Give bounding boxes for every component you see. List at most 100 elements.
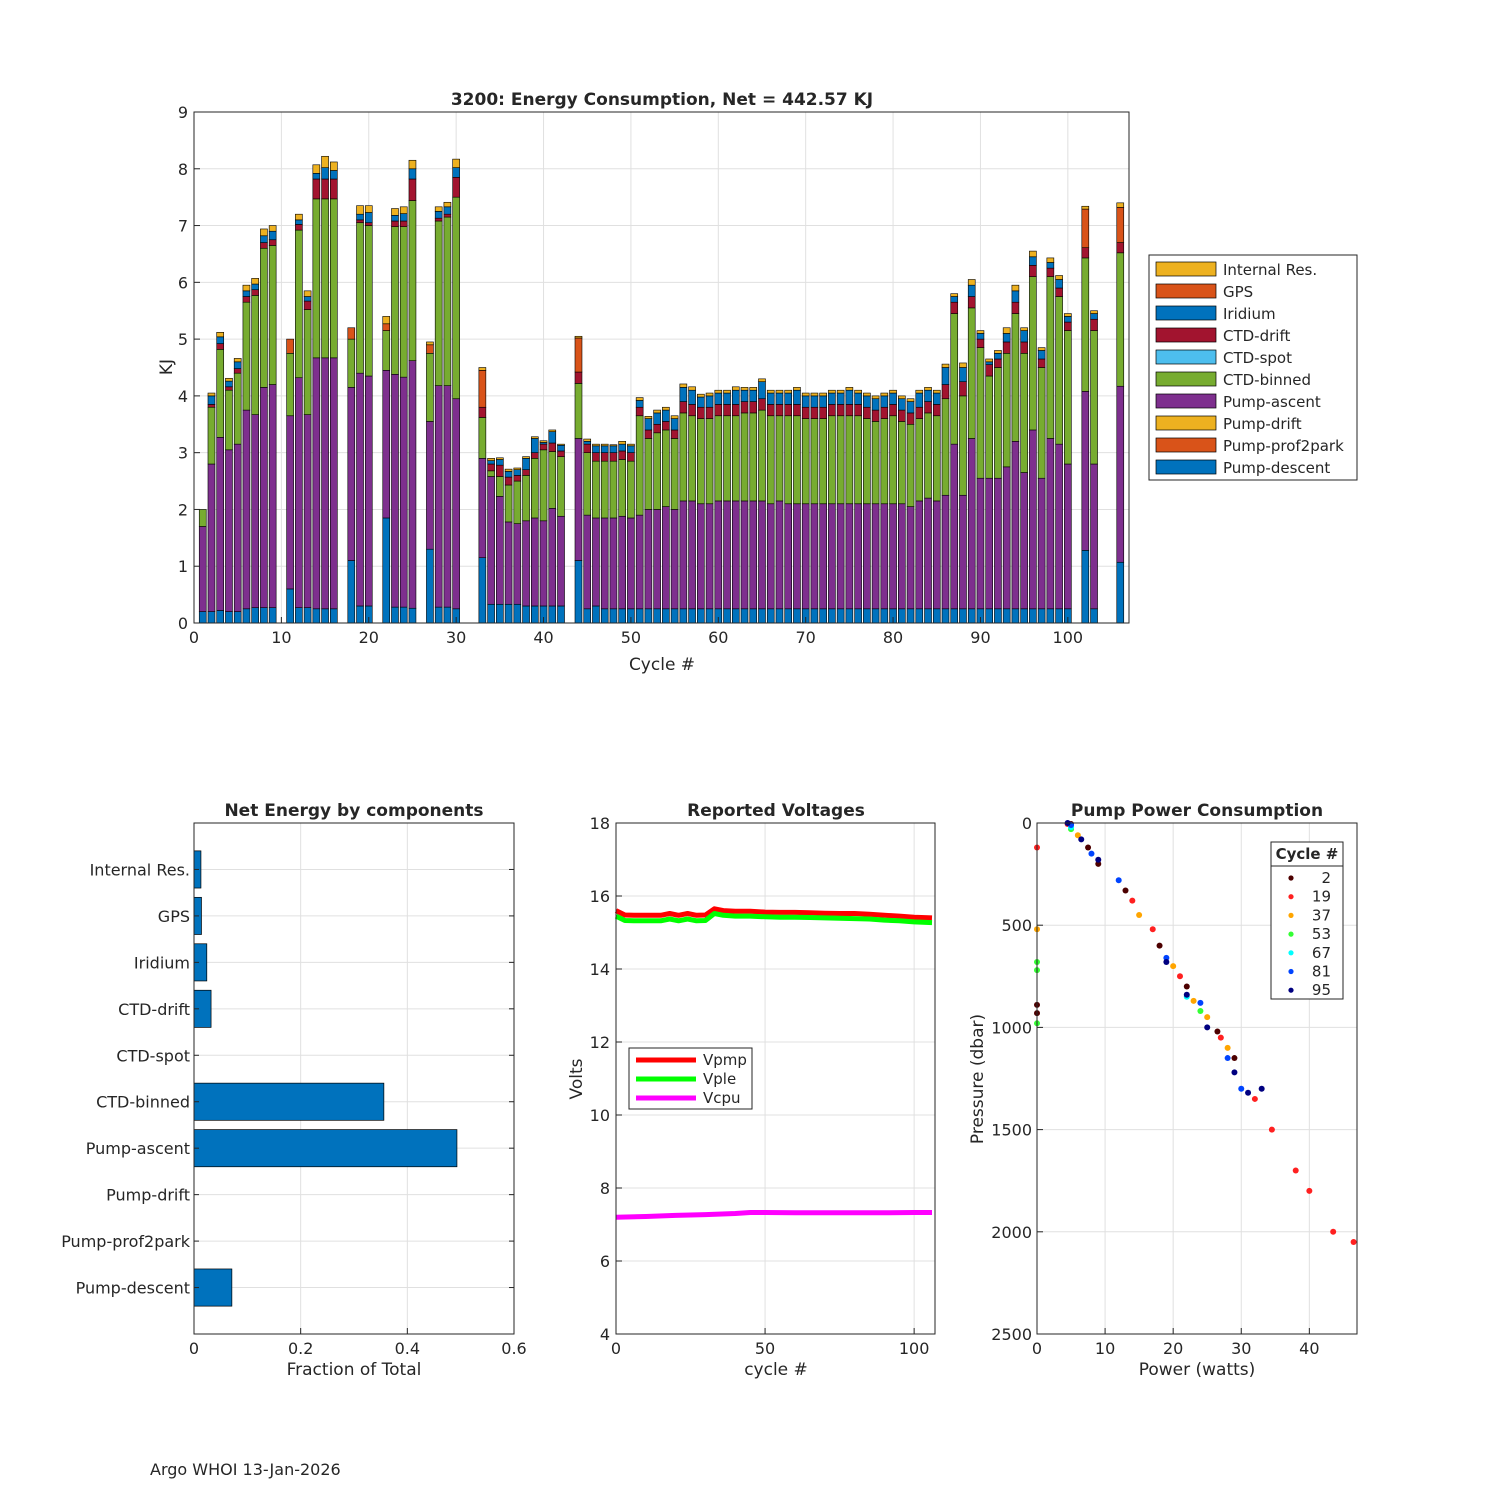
- bar-segment-ctd-binned: [364, 225, 373, 377]
- barh-axes-box: [193, 822, 515, 1335]
- bar-segment-ctd-drift: [845, 404, 854, 417]
- bar-segment-internal-res-: [1011, 284, 1020, 292]
- pump-point-cycle-95: [1163, 958, 1170, 965]
- legend-label: GPS: [1223, 283, 1253, 301]
- bar-segment-pump-ascent: [679, 500, 688, 610]
- bar-segment-pump-descent: [618, 608, 626, 624]
- bar-segment-ctd-binned: [618, 459, 626, 517]
- bar-segment-internal-res-: [950, 293, 959, 297]
- bar-segment-ctd-drift: [1011, 301, 1020, 314]
- bar-segment-pump-ascent: [1081, 391, 1090, 551]
- bar-segment-ctd-binned: [513, 480, 522, 524]
- bar-segment-pump-ascent: [251, 414, 259, 608]
- legend-label: Pump-ascent: [1223, 393, 1321, 411]
- bar-segment-ctd-drift: [356, 219, 364, 224]
- bar-segment-pump-descent: [967, 608, 976, 624]
- bar-segment-ctd-drift: [714, 404, 723, 417]
- bar-segment-ctd-drift: [749, 401, 758, 414]
- bar-segment-internal-res-: [303, 290, 312, 297]
- bar-segment-pump-ascent: [592, 517, 600, 607]
- pump-legend-marker: [1288, 950, 1294, 956]
- bar-segment-internal-res-: [548, 429, 557, 432]
- pump-point-cycle-81: [1224, 1055, 1231, 1062]
- bar-segment-pump-ascent: [932, 500, 941, 610]
- bar-segment-pump-ascent: [618, 515, 626, 610]
- bar-segment-ctd-binned: [836, 415, 845, 505]
- main-axes-box: [193, 111, 1130, 624]
- bar-segment-internal-res-: [819, 392, 827, 397]
- bar-segment-ctd-binned: [522, 475, 530, 522]
- bar-segment-ctd-binned: [784, 415, 793, 505]
- pump-point-cycle-81: [1238, 1085, 1245, 1092]
- bar-segment-ctd-drift: [321, 178, 329, 200]
- bar-segment-ctd-drift: [976, 338, 985, 348]
- bar-segment-pump-descent: [303, 607, 312, 624]
- bar-segment-iridium: [994, 353, 1002, 360]
- bar-segment-ctd-binned: [994, 367, 1002, 479]
- bar-segment-ctd-drift: [1020, 341, 1028, 354]
- pump-ytick-label: 500: [1001, 916, 1032, 935]
- bar-segment-internal-res-: [915, 389, 924, 394]
- bar-segment-pump-descent: [207, 611, 216, 624]
- bar-segment-iridium: [303, 296, 312, 302]
- bar-segment-iridium: [1055, 279, 1063, 289]
- bar-segment-pump-descent: [548, 605, 557, 624]
- bar-segment-pump-ascent: [1002, 466, 1011, 610]
- bar-segment-internal-res-: [408, 159, 417, 170]
- bar-segment-iridium: [1029, 256, 1037, 266]
- bar-segment-internal-res-: [1037, 347, 1046, 351]
- bar-segment-pump-descent: [662, 608, 670, 624]
- bar-segment-internal-res-: [898, 395, 906, 400]
- bar-segment-iridium: [845, 389, 854, 405]
- bar-segment-ctd-drift: [225, 386, 233, 391]
- bar-segment-ctd-binned: [286, 353, 294, 417]
- bar-segment-ctd-binned: [950, 313, 959, 445]
- bar-segment-ctd-binned: [583, 452, 592, 516]
- bar-segment-ctd-binned: [845, 415, 854, 505]
- bar-segment-internal-res-: [863, 392, 871, 397]
- bar-segment-ctd-binned: [635, 415, 644, 516]
- pump-legend-marker: [1288, 968, 1294, 975]
- bar-segment-iridium: [504, 471, 513, 478]
- bar-segment-iridium: [399, 213, 408, 222]
- bar-segment-iridium: [889, 392, 897, 405]
- bar-segment-pump-ascent: [303, 414, 312, 608]
- bar-segment-ctd-drift: [731, 404, 740, 417]
- bar-segment-pump-descent: [434, 606, 443, 624]
- pump-legend-label: 2: [1321, 869, 1331, 887]
- bar-segment-iridium: [268, 230, 277, 241]
- bar-segment-pump-ascent: [1037, 477, 1046, 610]
- bar-segment-ctd-drift: [539, 443, 548, 451]
- bar-segment-iridium: [758, 381, 766, 400]
- bar-segment-pump-ascent: [1029, 429, 1037, 610]
- bar-segment-pump-descent: [1046, 608, 1055, 624]
- bar-segment-ctd-binned: [399, 226, 408, 378]
- bar-segment-pump-ascent: [976, 477, 985, 610]
- bar-segment-ctd-binned: [303, 309, 312, 415]
- bar-segment-iridium: [836, 392, 845, 405]
- bar-segment-internal-res-: [731, 386, 740, 391]
- pump-ytick-label: 1500: [991, 1121, 1032, 1140]
- volt-legend-label: Vpmp: [703, 1051, 747, 1069]
- bar-segment-pump-ascent: [216, 437, 225, 611]
- bar-segment-pump-ascent: [662, 506, 670, 610]
- volt-series-vpmp: [614, 906, 933, 921]
- bar-segment-iridium: [1037, 350, 1046, 360]
- bar-segment-iridium: [391, 215, 399, 222]
- bar-segment-ctd-binned: [539, 449, 548, 522]
- bar-segment-ctd-binned: [1029, 276, 1037, 431]
- bar-segment-ctd-drift: [871, 409, 880, 422]
- main-ytick-label: 9: [178, 103, 188, 122]
- bar-segment-ctd-drift: [609, 452, 618, 462]
- bar-segment-internal-res-: [1116, 202, 1125, 208]
- bar-segment-pump-ascent: [574, 438, 583, 561]
- bar-segment-ctd-binned: [723, 415, 731, 502]
- bar-segment-internal-res-: [478, 367, 487, 371]
- bar-segment-ctd-drift: [819, 406, 827, 419]
- bar-segment-iridium: [906, 401, 915, 414]
- legend-label: Pump-descent: [1223, 459, 1330, 477]
- bar-segment-iridium: [880, 395, 889, 408]
- bar-segment-ctd-binned: [1020, 353, 1028, 473]
- bar-segment-pump-ascent: [793, 503, 801, 610]
